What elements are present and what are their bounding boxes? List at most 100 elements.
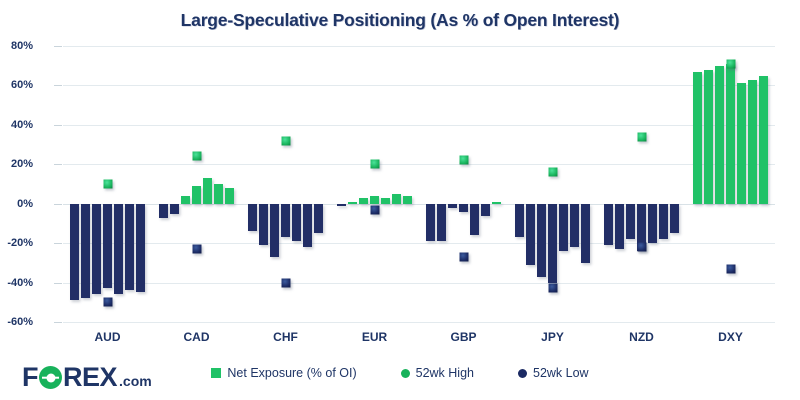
bar[interactable] bbox=[447, 203, 458, 208]
legend-item-net-exposure[interactable]: Net Exposure (% of OI) bbox=[211, 366, 357, 380]
bar[interactable] bbox=[269, 203, 280, 257]
marker-52wk-high[interactable] bbox=[726, 59, 735, 69]
bar[interactable] bbox=[224, 187, 234, 204]
y-axis-tick--40 bbox=[54, 282, 62, 284]
marker-52wk-low[interactable] bbox=[726, 264, 735, 274]
bar[interactable] bbox=[436, 203, 447, 242]
chart-legend: Net Exposure (% of OI) 52wk High 52wk Lo… bbox=[0, 366, 800, 380]
y-axis-label--40: -40% bbox=[7, 276, 33, 289]
marker-52wk-high[interactable] bbox=[370, 159, 379, 169]
bar-group-dxy bbox=[686, 46, 775, 322]
bar-group-cad bbox=[152, 46, 241, 322]
bar[interactable] bbox=[614, 203, 625, 250]
y-axis-label-80: 80% bbox=[10, 40, 33, 52]
bar[interactable] bbox=[536, 203, 547, 277]
bar[interactable] bbox=[369, 195, 380, 204]
bar[interactable] bbox=[747, 79, 758, 204]
bar[interactable] bbox=[180, 195, 191, 204]
bar[interactable] bbox=[758, 75, 768, 204]
bar[interactable] bbox=[159, 203, 169, 218]
gridline-0 bbox=[63, 203, 775, 205]
bar[interactable] bbox=[302, 203, 313, 248]
bar[interactable] bbox=[480, 203, 491, 216]
bar[interactable] bbox=[426, 203, 436, 242]
legend-label-52wk-high: 52wk High bbox=[415, 366, 474, 380]
marker-52wk-high[interactable] bbox=[637, 132, 646, 142]
bar[interactable] bbox=[558, 203, 569, 252]
marker-52wk-high[interactable] bbox=[103, 179, 112, 189]
gridline--20 bbox=[63, 243, 775, 245]
logo-letter-f: F bbox=[22, 362, 39, 392]
bar[interactable] bbox=[625, 203, 636, 240]
bar[interactable] bbox=[280, 203, 291, 238]
bar[interactable] bbox=[358, 197, 369, 204]
marker-52wk-low[interactable] bbox=[281, 278, 290, 288]
marker-52wk-high[interactable] bbox=[459, 155, 468, 165]
bar[interactable] bbox=[547, 203, 558, 283]
marker-52wk-low[interactable] bbox=[103, 297, 112, 307]
bar[interactable] bbox=[636, 203, 647, 252]
bar[interactable] bbox=[469, 203, 480, 236]
y-axis-label-0: 0% bbox=[17, 197, 33, 210]
bar[interactable] bbox=[725, 63, 736, 204]
gridline-80 bbox=[63, 46, 775, 47]
marker-52wk-low[interactable] bbox=[370, 205, 379, 215]
gridline-20 bbox=[63, 164, 775, 166]
legend-item-52wk-low[interactable]: 52wk Low bbox=[518, 366, 589, 380]
bar[interactable] bbox=[337, 203, 347, 206]
bar[interactable] bbox=[291, 203, 302, 242]
bar[interactable] bbox=[248, 203, 258, 232]
bar[interactable] bbox=[569, 203, 580, 248]
bar[interactable] bbox=[80, 203, 91, 299]
y-axis-tick--60 bbox=[54, 322, 62, 323]
gridline--60 bbox=[63, 322, 775, 323]
marker-52wk-high[interactable] bbox=[192, 151, 201, 161]
bar[interactable] bbox=[313, 203, 323, 234]
marker-52wk-high[interactable] bbox=[548, 167, 557, 177]
bar[interactable] bbox=[658, 203, 669, 240]
bar[interactable] bbox=[213, 184, 224, 204]
bar[interactable] bbox=[580, 203, 590, 263]
bar[interactable] bbox=[714, 65, 725, 204]
bar[interactable] bbox=[402, 195, 412, 204]
bar[interactable] bbox=[91, 203, 102, 295]
marker-52wk-low[interactable] bbox=[548, 283, 557, 293]
bar-group-aud bbox=[63, 46, 152, 322]
legend-label-net-exposure: Net Exposure (% of OI) bbox=[227, 366, 357, 380]
bar[interactable] bbox=[124, 203, 135, 291]
bar[interactable] bbox=[491, 201, 501, 204]
bar[interactable] bbox=[604, 203, 614, 246]
bar[interactable] bbox=[70, 203, 80, 301]
bar[interactable] bbox=[703, 69, 714, 204]
bar[interactable] bbox=[669, 203, 679, 234]
marker-52wk-low[interactable] bbox=[459, 252, 468, 262]
bar[interactable] bbox=[458, 203, 469, 212]
bar[interactable] bbox=[191, 185, 202, 204]
x-axis-label-cad: CAD bbox=[183, 330, 210, 344]
x-axis-label-chf: CHF bbox=[273, 330, 298, 344]
gridline-40 bbox=[63, 124, 775, 126]
forex-com-logo: F REX .com bbox=[22, 362, 152, 393]
bar[interactable] bbox=[113, 203, 124, 295]
bar[interactable] bbox=[380, 197, 391, 204]
marker-52wk-high[interactable] bbox=[281, 136, 290, 146]
bar[interactable] bbox=[391, 193, 402, 204]
bar[interactable] bbox=[647, 203, 658, 244]
y-axis-label-20: 20% bbox=[10, 158, 33, 171]
bar[interactable] bbox=[736, 83, 747, 204]
bar[interactable] bbox=[102, 203, 113, 289]
bar[interactable] bbox=[693, 71, 703, 204]
legend-item-52wk-high[interactable]: 52wk High bbox=[400, 366, 474, 380]
bar[interactable] bbox=[347, 201, 358, 204]
bar[interactable] bbox=[515, 203, 525, 238]
bar[interactable] bbox=[202, 178, 213, 204]
bar[interactable] bbox=[525, 203, 536, 265]
y-axis-label-40: 40% bbox=[10, 118, 33, 131]
logo-suffix: .com bbox=[119, 373, 152, 389]
marker-52wk-low[interactable] bbox=[192, 244, 201, 254]
bar[interactable] bbox=[135, 203, 145, 293]
bar[interactable] bbox=[169, 203, 180, 214]
bar[interactable] bbox=[258, 203, 269, 246]
marker-52wk-low[interactable] bbox=[637, 242, 646, 252]
